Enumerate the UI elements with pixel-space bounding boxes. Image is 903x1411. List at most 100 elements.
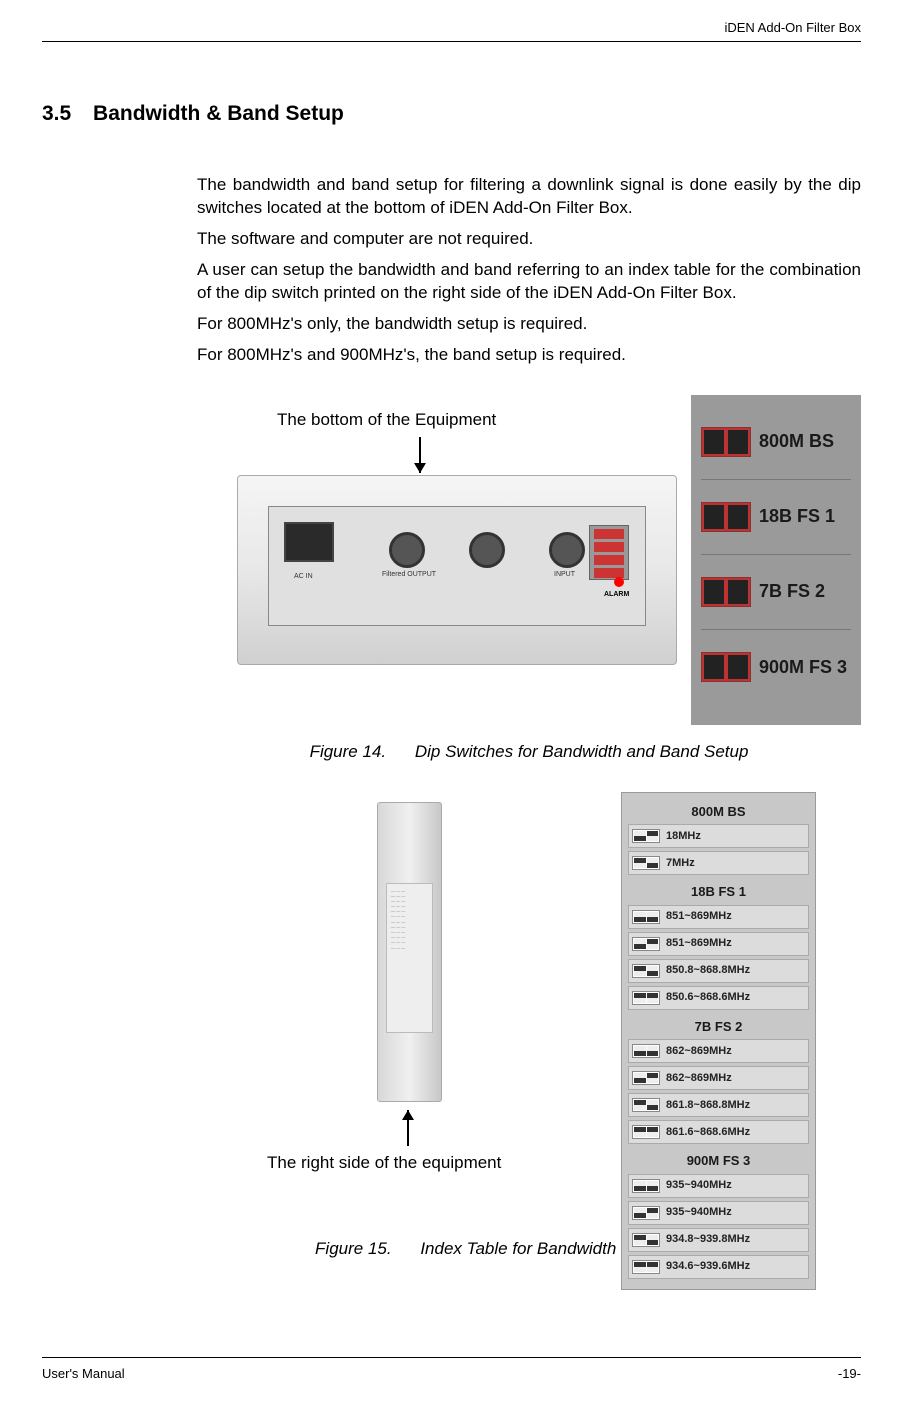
figure-1-caption: Figure 14. Dip Switches for Bandwidth an… [197, 741, 861, 764]
port-label-input: INPUT [554, 570, 575, 579]
index-section-1: 800M BS 18MHz 7MHz [628, 799, 809, 876]
mini-dip-icon [632, 1233, 660, 1247]
figure-2-label: The right side of the equipment [267, 1152, 501, 1175]
mini-dip-icon [632, 856, 660, 870]
paragraph-4: For 800MHz's only, the bandwidth setup i… [197, 313, 861, 336]
index-heading-2: 18B FS 1 [628, 879, 809, 905]
mini-dip-icon [632, 1179, 660, 1193]
index-row: 850.8~868.8MHz [628, 959, 809, 983]
dip-row-2: 18B FS 1 [701, 480, 851, 555]
index-text: 851~869MHz [666, 936, 732, 951]
body-content: The bandwidth and band setup for filteri… [197, 174, 861, 1268]
index-row: 851~869MHz [628, 905, 809, 929]
ac-in-label: AC IN [294, 572, 313, 581]
paragraph-1: The bandwidth and band setup for filteri… [197, 174, 861, 220]
alarm-led-icon [614, 577, 624, 587]
index-text: 862~869MHz [666, 1071, 732, 1086]
equipment-side-image: — — —— — —— — —— — — — — —— — —— — —— — … [377, 802, 442, 1102]
mini-dip-icon [632, 1044, 660, 1058]
index-text: 851~869MHz [666, 909, 732, 924]
header-title: iDEN Add-On Filter Box [724, 20, 861, 35]
section-number: 3.5 [42, 102, 71, 126]
mini-dip-icon [632, 829, 660, 843]
mini-dip-icon [632, 1098, 660, 1112]
equipment-bottom-image: AC IN Filtered OUTPUT INPUT ALARM [237, 475, 677, 665]
index-text: 7MHz [666, 856, 695, 871]
index-text: 934.8~939.8MHz [666, 1232, 750, 1247]
port-middle [469, 532, 505, 568]
index-section-4: 900M FS 3 935~940MHz 935~940MHz 934.8~93… [628, 1148, 809, 1279]
dip-switch-1 [594, 529, 624, 539]
mini-dip-icon [632, 1125, 660, 1139]
index-text: 935~940MHz [666, 1205, 732, 1220]
figure-2: — — —— — —— — —— — — — — —— — —— — —— — … [197, 792, 861, 1222]
dip-label-4: 900M FS 3 [759, 655, 847, 679]
index-table-image: 800M BS 18MHz 7MHz 18B FS 1 851~869MHz 8… [621, 792, 816, 1290]
side-label-sticker: — — —— — —— — —— — — — — —— — —— — —— — … [386, 883, 433, 1033]
index-row: 850.6~868.6MHz [628, 986, 809, 1010]
index-row: 935~940MHz [628, 1174, 809, 1198]
footer-left: User's Manual [42, 1366, 125, 1381]
mini-dip-icon [632, 964, 660, 978]
index-text: 861.6~868.6MHz [666, 1125, 750, 1140]
mini-dip-icon [632, 937, 660, 951]
equipment-panel: AC IN Filtered OUTPUT INPUT ALARM [268, 506, 646, 626]
figure-2-number: Figure 15. [315, 1239, 392, 1258]
paragraph-2: The software and computer are not requir… [197, 228, 861, 251]
dip-block-icon [701, 427, 751, 457]
dip-block-icon [701, 577, 751, 607]
port-label-output: Filtered OUTPUT [382, 570, 436, 579]
mini-dip-icon [632, 1071, 660, 1085]
dip-switch-3 [594, 555, 624, 565]
dip-label-1: 800M BS [759, 429, 834, 453]
port-input [549, 532, 585, 568]
index-text: 850.8~868.8MHz [666, 963, 750, 978]
index-heading-3: 7B FS 2 [628, 1014, 809, 1040]
dip-switch-2 [594, 542, 624, 552]
index-row: 862~869MHz [628, 1039, 809, 1063]
paragraph-5: For 800MHz's and 900MHz's, the band setu… [197, 344, 861, 367]
arrow-down-icon [419, 437, 421, 473]
index-row: 18MHz [628, 824, 809, 848]
index-text: 18MHz [666, 829, 701, 844]
dip-block-icon [701, 652, 751, 682]
section-heading: 3.5 Bandwidth & Band Setup [42, 102, 861, 126]
index-text: 862~869MHz [666, 1044, 732, 1059]
index-row: 7MHz [628, 851, 809, 875]
index-row: 861.6~868.6MHz [628, 1120, 809, 1144]
index-text: 934.6~939.6MHz [666, 1259, 750, 1274]
alarm-label: ALARM [604, 590, 629, 599]
index-text: 935~940MHz [666, 1178, 732, 1193]
index-heading-4: 900M FS 3 [628, 1148, 809, 1174]
page-footer: User's Manual -19- [42, 1357, 861, 1381]
figure-1-label: The bottom of the Equipment [277, 409, 496, 432]
mini-dip-icon [632, 910, 660, 924]
page: iDEN Add-On Filter Box 3.5 Bandwidth & B… [0, 0, 903, 1411]
dip-label-3: 7B FS 2 [759, 579, 825, 603]
dip-switch-area [589, 525, 629, 580]
section-title: Bandwidth & Band Setup [93, 102, 344, 125]
index-row: 851~869MHz [628, 932, 809, 956]
mini-dip-icon [632, 991, 660, 1005]
dip-label-2: 18B FS 1 [759, 504, 835, 528]
dip-row-1: 800M BS [701, 405, 851, 480]
figure-1: The bottom of the Equipment AC IN Filter… [197, 395, 861, 725]
index-heading-1: 800M BS [628, 799, 809, 825]
power-switch [284, 522, 334, 562]
dip-block-icon [701, 502, 751, 532]
dip-closeup-image: 800M BS 18B FS 1 7B FS 2 900M FS 3 [691, 395, 861, 725]
index-row: 934.6~939.6MHz [628, 1255, 809, 1279]
figure-1-number: Figure 14. [310, 742, 387, 761]
mini-dip-icon [632, 1206, 660, 1220]
index-row: 862~869MHz [628, 1066, 809, 1090]
port-filtered-output [389, 532, 425, 568]
index-row: 861.8~868.8MHz [628, 1093, 809, 1117]
index-text: 861.8~868.8MHz [666, 1098, 750, 1113]
dip-row-4: 900M FS 3 [701, 630, 851, 705]
index-row: 934.8~939.8MHz [628, 1228, 809, 1252]
page-header: iDEN Add-On Filter Box [42, 20, 861, 42]
index-text: 850.6~868.6MHz [666, 990, 750, 1005]
index-section-3: 7B FS 2 862~869MHz 862~869MHz 861.8~868.… [628, 1014, 809, 1145]
arrow-up-icon [407, 1110, 409, 1146]
dip-row-3: 7B FS 2 [701, 555, 851, 630]
